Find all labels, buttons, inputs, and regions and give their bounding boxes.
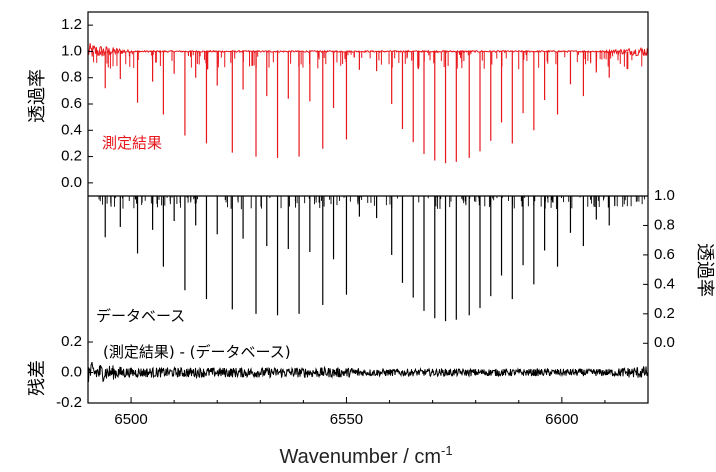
middle-y-tick-label: 0.8	[654, 216, 675, 233]
top-y-tick-label: 1.0	[61, 42, 82, 59]
middle-y-tick-label: 0.6	[654, 246, 675, 263]
residual-y-tick-label: 0.0	[61, 363, 82, 380]
outer-frame	[87, 11, 649, 404]
middle-y-tick-label: 0.2	[654, 305, 675, 322]
x-tick-label: 6550	[330, 411, 363, 428]
measured-annotation: 測定結果	[102, 134, 162, 152]
residual-y-tick-label: -0.2	[56, 394, 82, 411]
x-axis: 6500 6550 6600	[87, 397, 649, 428]
top-y-tick-label: 0.0	[61, 174, 82, 191]
x-tick-label: 6500	[114, 411, 147, 428]
top-panel-measured	[87, 43, 648, 164]
bottom-panel-residual	[87, 361, 649, 383]
middle-y-tick-label: 1.0	[654, 187, 675, 204]
top-y-tick-label: 0.8	[61, 69, 82, 86]
top-y-axis-title: 透過率	[27, 69, 48, 123]
residual-y-tick-label: 0.2	[61, 333, 82, 350]
middle-y-tick-label: 0.4	[654, 275, 675, 292]
database-annotation: データベース	[96, 307, 185, 325]
x-axis-title: Wavenumber / cm-1	[279, 443, 452, 468]
x-tick-label: 6600	[545, 411, 578, 428]
middle-y-tick-label: 0.0	[654, 334, 675, 351]
residual-trace	[87, 361, 649, 383]
middle-panel-database	[88, 195, 648, 322]
plot-frame: 0.0 0.2 0.4 0.6 0.8 1.0 1.2 0.0 0.2 0.4 0.6 0.8 1.0 -…	[56, 11, 675, 411]
top-y-tick-label: 0.6	[61, 95, 82, 112]
middle-y-axis-title: 透過率	[694, 243, 715, 297]
top-y-tick-label: 1.2	[61, 16, 82, 33]
residual-y-axis-title: 残差	[27, 360, 48, 396]
residual-annotation: (測定結果) - (データベース)	[103, 343, 291, 361]
measured-noise-trace	[87, 43, 648, 57]
top-y-tick-label: 0.4	[61, 121, 82, 138]
top-y-tick-label: 0.2	[61, 148, 82, 165]
